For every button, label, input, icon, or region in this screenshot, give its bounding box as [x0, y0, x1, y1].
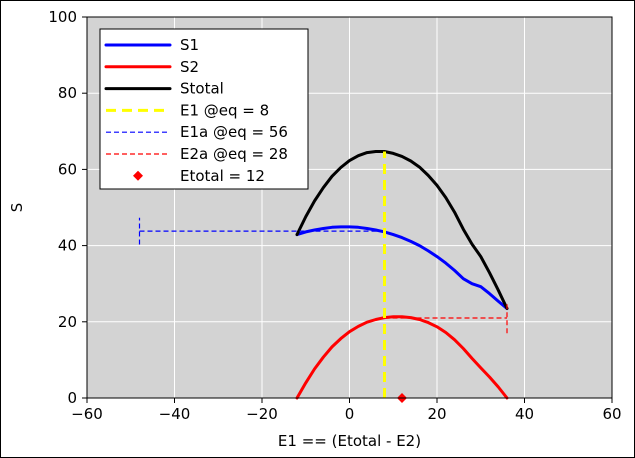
- ticks: −60 −40 −20 0 20 40 60 0 20 40 60 80 100: [48, 8, 621, 423]
- legend-label: Etotal = 12: [180, 167, 265, 185]
- legend-entry-s2: S2: [104, 58, 199, 76]
- legend-label: E1a @eq = 56: [180, 123, 288, 141]
- series-layer: [138, 150, 509, 403]
- x-tick-label: −40: [159, 405, 191, 423]
- series-stotal-line: [295, 150, 509, 310]
- y-tick-label: 0: [67, 389, 77, 407]
- legend-label: S1: [180, 36, 199, 54]
- legend-entry-e1-eq-8: E1 @eq = 8: [106, 101, 269, 119]
- legend-box: [99, 28, 309, 190]
- legend-entry-e2a-eq-28: E2a @eq = 28: [106, 145, 288, 163]
- legend-label: S2: [180, 58, 199, 76]
- legend-entry-e1a-eq-56: E1a @eq = 56: [106, 123, 288, 141]
- y-axis-label: S: [8, 203, 26, 213]
- x-tick-label: 20: [427, 405, 446, 423]
- y-tick-label: 100: [48, 8, 77, 26]
- legend-entry-etotal-12: Etotal = 12: [133, 167, 265, 185]
- y-tick-label: 80: [58, 84, 77, 102]
- legend-swatch: [133, 170, 143, 181]
- x-tick-label: −60: [71, 405, 103, 423]
- legend-entry-stotal: Stotal: [104, 80, 224, 98]
- legend-label: E2a @eq = 28: [180, 145, 288, 163]
- series-s1-line: [295, 225, 509, 310]
- series-s2-line: [295, 315, 509, 400]
- x-tick-label: 0: [345, 405, 355, 423]
- x-axis-label: E1 == (Etotal - E2): [278, 432, 421, 450]
- y-tick-label: 20: [58, 313, 77, 331]
- legend: S1 S2 Stotal E1 @eq = 8 E1a @eq = 56 E2a @eq …: [99, 28, 309, 190]
- x-tick-label: −20: [246, 405, 278, 423]
- x-tick-label: 40: [515, 405, 534, 423]
- legend-label: E1 @eq = 8: [180, 101, 269, 119]
- y-tick-label: 60: [58, 160, 77, 178]
- y-tick-label: 40: [58, 237, 77, 255]
- x-tick-label: 60: [602, 405, 621, 423]
- legend-entry-s1: S1: [104, 36, 199, 54]
- legend-label: Stotal: [180, 80, 224, 98]
